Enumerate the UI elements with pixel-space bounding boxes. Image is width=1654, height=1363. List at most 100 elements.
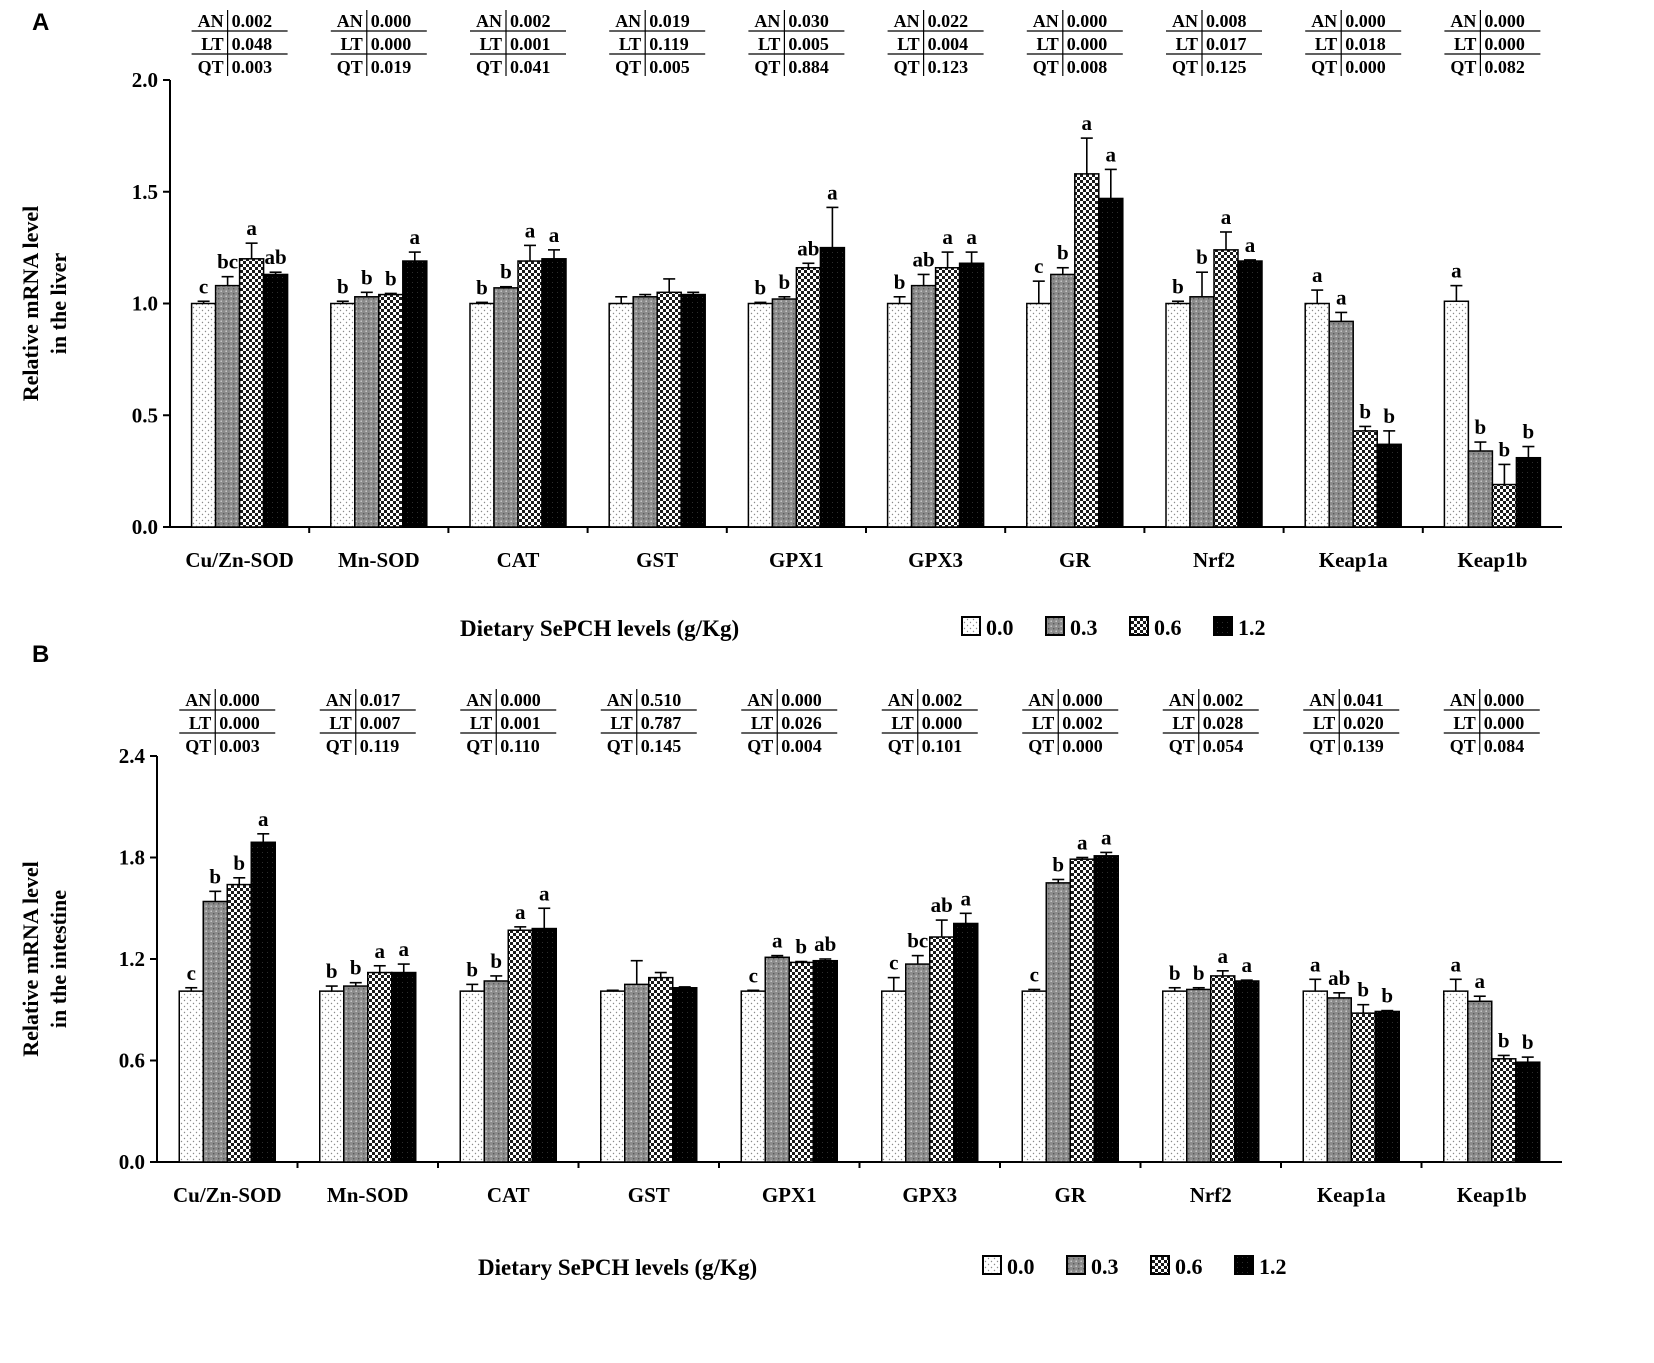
stats-key: LT: [1453, 713, 1475, 733]
stats-key: QT: [1172, 57, 1198, 77]
significance-letter: a: [399, 937, 410, 961]
bar: [1328, 320, 1354, 528]
stats-value: 0.054: [1203, 736, 1244, 756]
significance-letter: bc: [217, 250, 238, 274]
significance-letter: a: [410, 225, 421, 249]
stats-value: 0.139: [1343, 736, 1384, 756]
stats-key: QT: [1450, 57, 1476, 77]
bar: [764, 956, 790, 1163]
significance-letter: ab: [931, 893, 953, 917]
bar: [953, 922, 979, 1163]
stats-key: LT: [470, 713, 492, 733]
stats-key: LT: [751, 713, 773, 733]
stats-key: LT: [480, 34, 502, 54]
legend-swatch: [961, 616, 981, 636]
significance-letter: b: [1383, 404, 1395, 428]
legend-swatch: [1150, 1255, 1170, 1275]
legend-swatch: [1066, 1255, 1086, 1275]
stats-value: 0.022: [928, 11, 969, 31]
bar: [1098, 197, 1124, 528]
bars: [190, 137, 1542, 528]
significance-letter: a: [961, 886, 972, 910]
stats-table: AN 0.002 LT 0.001 QT 0.041: [470, 10, 566, 77]
x-category-label: CAT: [487, 1183, 530, 1207]
stats-key: QT: [747, 736, 773, 756]
significance-letter: a: [549, 223, 560, 247]
significance-letter: b: [209, 864, 221, 888]
bar: [1186, 988, 1212, 1163]
stats-value: 0.000: [1484, 11, 1525, 31]
significance-letter: a: [1218, 944, 1229, 968]
significance-letter: b: [500, 260, 512, 284]
bar: [1210, 975, 1236, 1163]
significance-letter: a: [525, 218, 536, 242]
stats-key: AN: [1450, 11, 1476, 31]
bar: [469, 302, 495, 528]
bar: [788, 961, 814, 1163]
bar: [656, 291, 682, 528]
stats-value: 0.000: [371, 34, 412, 54]
bar: [354, 296, 380, 528]
significance-letter: a: [515, 900, 526, 924]
y-axis-label-line: in the liver: [46, 253, 71, 355]
x-axis-label: Dietary SePCH levels (g/Kg): [460, 616, 739, 641]
bar: [1165, 302, 1191, 528]
significance-letter: ab: [797, 236, 819, 260]
bar: [747, 302, 774, 528]
stats-value: 0.003: [219, 736, 260, 756]
stats-key: AN: [888, 690, 914, 710]
bar: [190, 302, 217, 528]
bar: [1237, 260, 1263, 528]
stats-table: AN 0.017 LT 0.007 QT 0.119: [319, 689, 416, 756]
axis-labels: Relative mRNA level in the liver Cu/Zn-SOD…: [18, 206, 1527, 641]
significance-letter: b: [233, 851, 245, 875]
panel-a: A AN 0.002 LT 0.048 QT 0.003 AN 0.000 LT 0.000 QT 0…: [18, 9, 1562, 641]
significance-letter: b: [795, 935, 807, 959]
stats-key: LT: [610, 713, 632, 733]
stats-key: QT: [894, 57, 920, 77]
significance-letter: b: [476, 275, 488, 299]
significance-letter: a: [1245, 233, 1256, 257]
stats-value: 0.019: [371, 57, 412, 77]
stats-key: AN: [1169, 690, 1195, 710]
stats-key: LT: [1172, 713, 1194, 733]
legend-swatch: [1129, 616, 1149, 636]
stats-key: LT: [201, 34, 223, 54]
stats-key: QT: [1311, 57, 1337, 77]
stats-value: 0.123: [928, 57, 969, 77]
stats-value: 0.000: [500, 690, 541, 710]
bar: [319, 990, 345, 1163]
bar: [1045, 882, 1071, 1163]
significance-letter: b: [1359, 399, 1371, 423]
significance-letter: b: [1196, 245, 1208, 269]
legend-label: 0.0: [1007, 1254, 1035, 1279]
y-tick-label: 0.0: [119, 1150, 145, 1174]
legend-label: 0.0: [986, 615, 1014, 640]
stats-value: 0.000: [1062, 736, 1103, 756]
x-category-label: Keap1b: [1457, 1183, 1527, 1207]
x-category-label: Mn-SOD: [338, 548, 420, 572]
stats-key: LT: [1032, 713, 1054, 733]
stats-value: 0.000: [1067, 34, 1108, 54]
y-tick-label: 1.8: [119, 846, 145, 870]
stats-key: QT: [1169, 736, 1195, 756]
stats-value: 0.884: [788, 57, 829, 77]
y-tick-label: 1.0: [132, 292, 158, 316]
y-tick-label: 0.0: [132, 515, 158, 539]
bar: [1026, 302, 1052, 528]
x-category-label: GR: [1059, 548, 1091, 572]
bar: [795, 266, 822, 528]
bar: [330, 302, 356, 528]
significance-letter: a: [258, 807, 269, 831]
significance-letter: a: [827, 180, 838, 204]
significance-letter: b: [1357, 978, 1369, 1002]
stats-key: LT: [1454, 34, 1476, 54]
bar: [238, 258, 265, 528]
significance-letter: a: [1336, 285, 1347, 309]
bar: [624, 983, 650, 1163]
stats-value: 0.007: [360, 713, 401, 733]
legend-label: 1.2: [1238, 615, 1266, 640]
stats-value: 0.008: [1206, 11, 1247, 31]
stats-key: LT: [619, 34, 641, 54]
